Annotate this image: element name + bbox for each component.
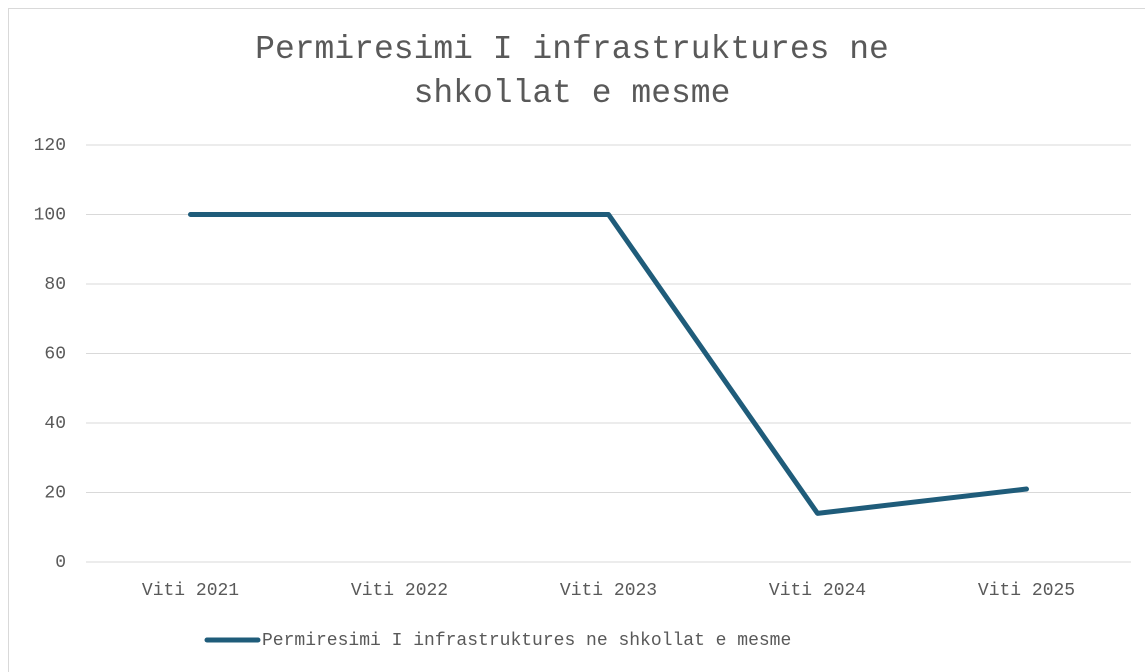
chart-border	[8, 8, 1145, 672]
y-tick-label: 60	[44, 344, 66, 364]
legend-label: Permiresimi I infrastruktures ne shkolla…	[262, 631, 791, 651]
y-tick-label: 20	[44, 483, 66, 503]
x-tick-label: Viti 2022	[351, 581, 448, 601]
x-tick-label: Viti 2024	[769, 581, 866, 601]
line-series	[188, 212, 1029, 516]
x-tick-label: Viti 2023	[560, 581, 657, 601]
chart-title: Permiresimi I infrastruktures ne shkolla…	[255, 31, 889, 112]
y-tick-label: 120	[34, 136, 66, 156]
x-tick-label: Viti 2021	[142, 581, 239, 601]
y-tick-label: 40	[44, 414, 66, 434]
y-tick-label: 0	[55, 553, 66, 573]
x-tick-label: Viti 2025	[978, 581, 1075, 601]
y-tick-label: 80	[44, 275, 66, 295]
y-tick-label: 100	[34, 205, 66, 225]
